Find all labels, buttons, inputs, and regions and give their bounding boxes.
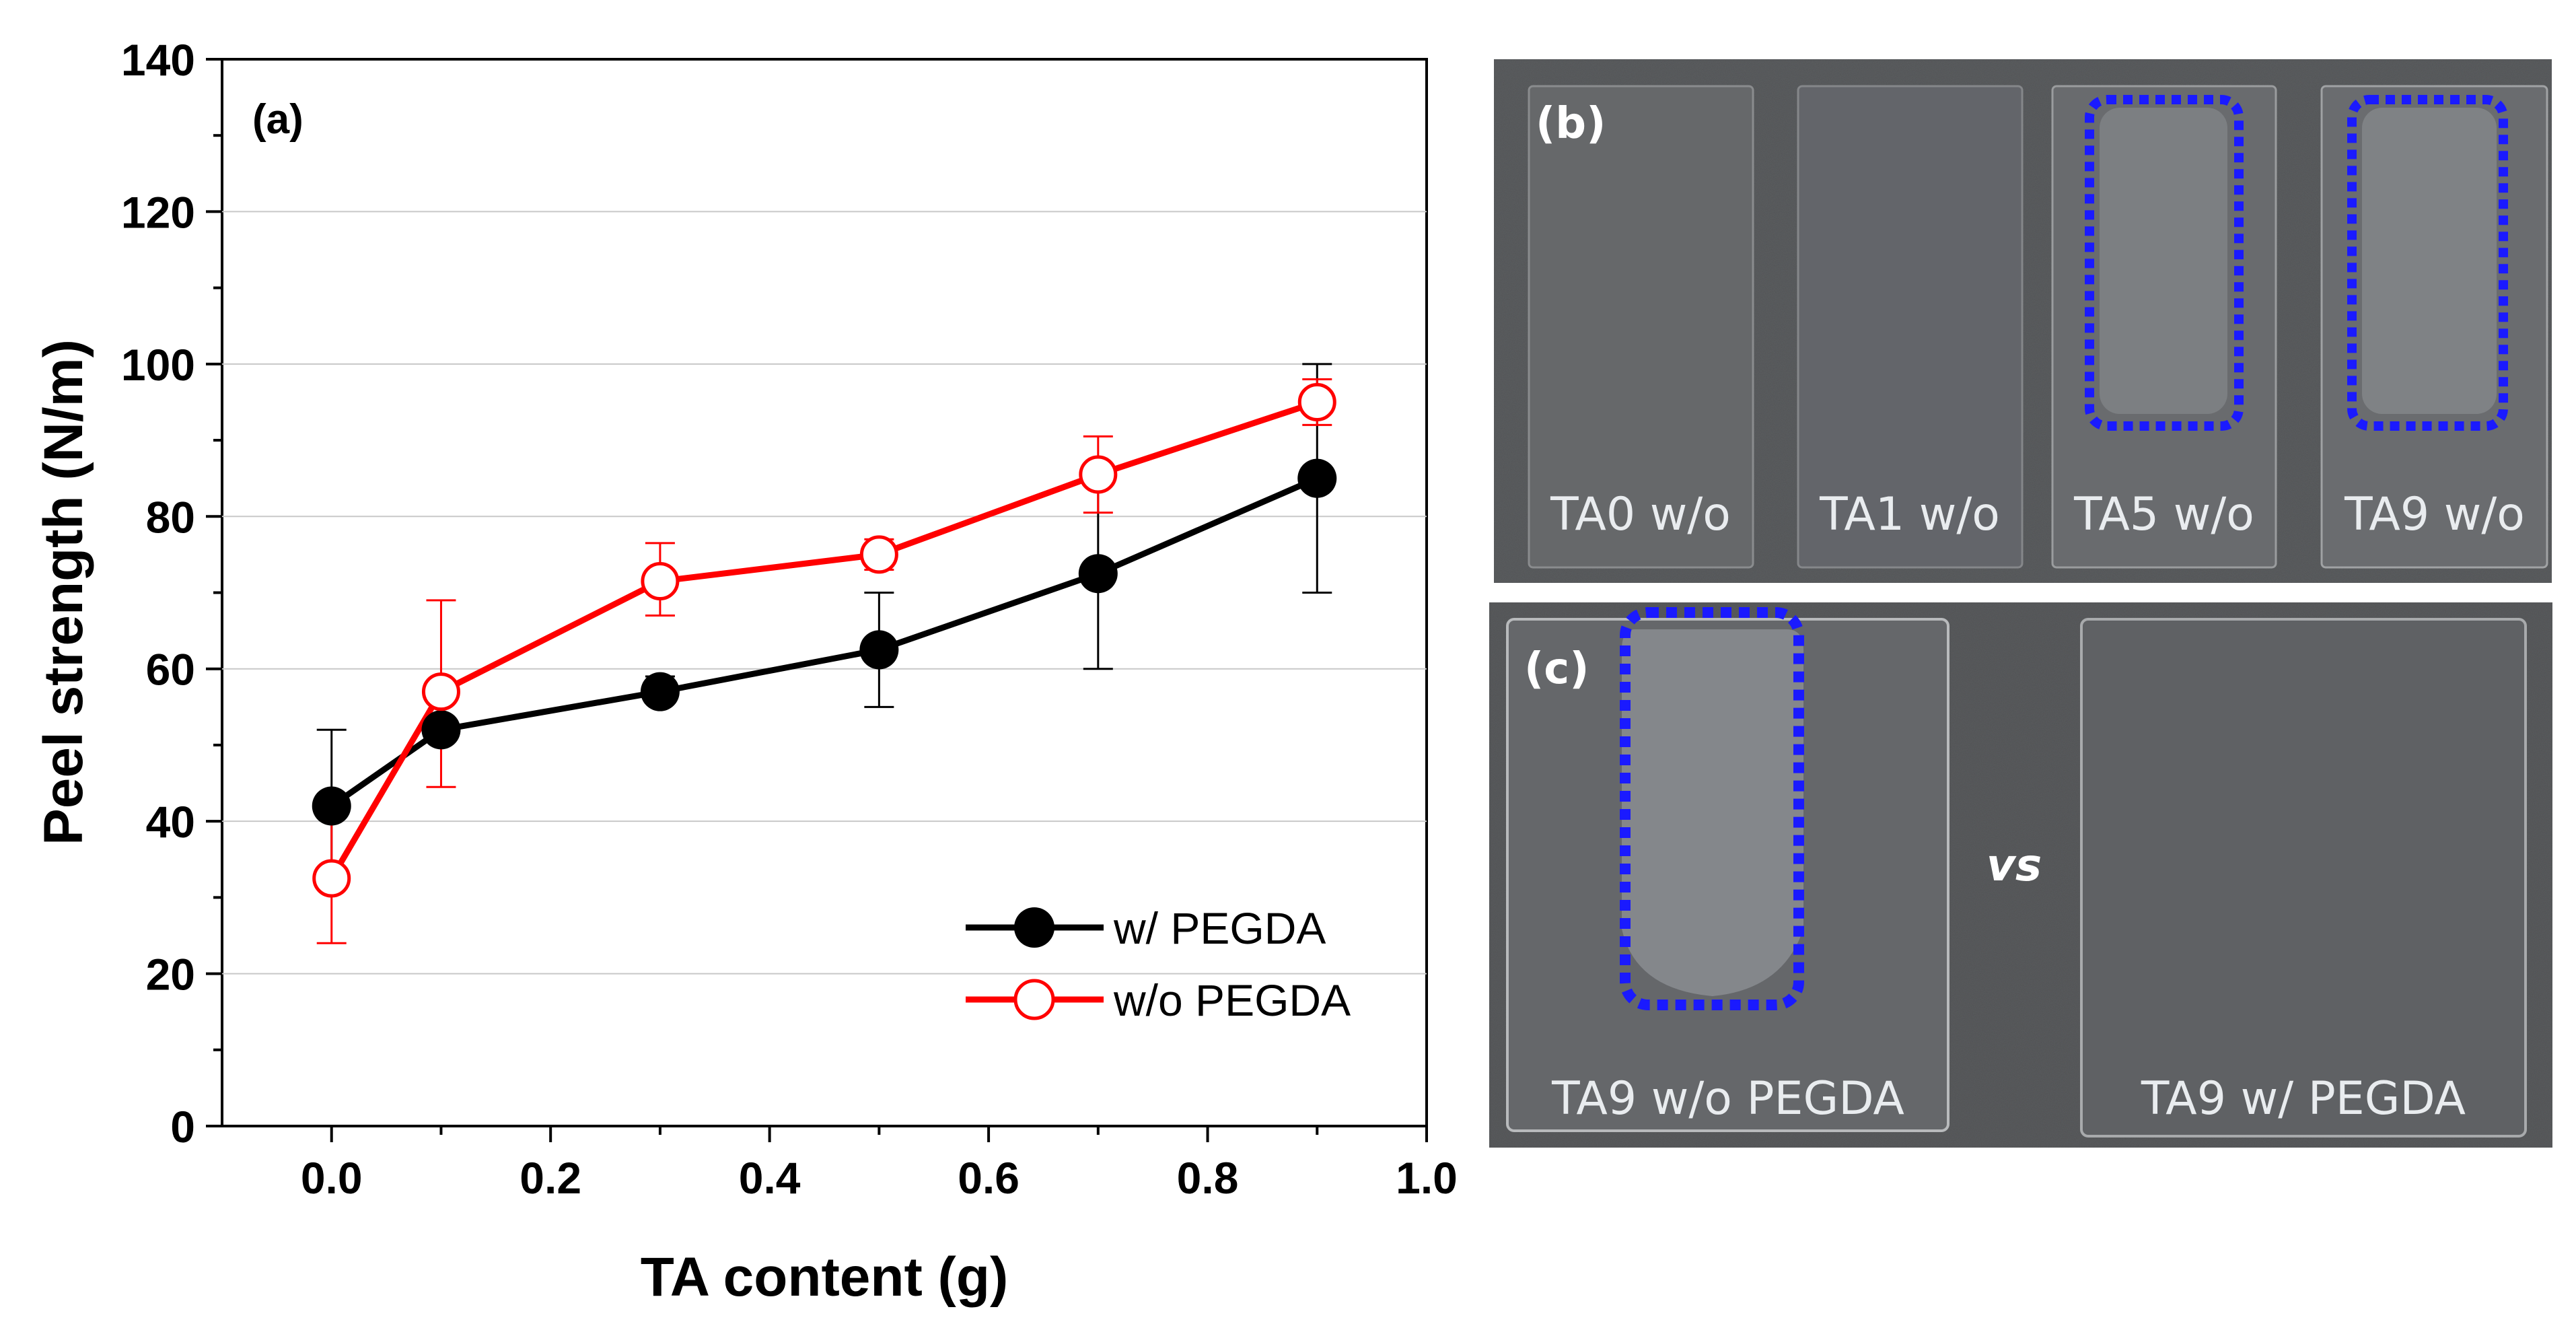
highlight-box-ta5 — [2085, 95, 2244, 431]
slide-label-ta5: TA5 w/o — [2073, 488, 2254, 541]
legend-marker-wo-pegda — [1013, 979, 1055, 1020]
slide-ta9-w-pegda — [2080, 618, 2527, 1138]
slide-label-ta9-w-pegda: TA9 w/ PEGDA — [2141, 1072, 2466, 1125]
y-tick-label-120: 120 — [121, 187, 195, 237]
data-point-w-o-pegda-5 — [1297, 382, 1336, 421]
slide-label-ta1: TA1 w/o — [1819, 488, 2000, 541]
grid-lines — [222, 211, 1427, 975]
data-point-w-o-pegda-3 — [859, 535, 898, 574]
panel-a-label: (a) — [252, 96, 303, 143]
panel-c-label: (c) — [1524, 644, 1589, 694]
plot-area-frame — [221, 58, 1428, 1127]
y-tick-label-80: 80 — [146, 492, 195, 542]
data-point-w-pegda-2 — [640, 672, 680, 711]
y-tick-label-140: 140 — [121, 35, 195, 85]
photo-panel-b: (b) TA0 w/o TA1 w/o TA5 w/o TA9 w/o — [1494, 59, 2552, 583]
y-tick-label-0: 0 — [170, 1102, 195, 1152]
data-point-w-o-pegda-4 — [1079, 455, 1118, 494]
data-point-w-pegda-4 — [1078, 554, 1118, 594]
slide-ta1 — [1797, 85, 2024, 569]
data-point-w-pegda-0 — [312, 786, 351, 826]
slide-label-ta9-wo-pegda: TA9 w/o PEGDA — [1551, 1072, 1904, 1125]
data-point-w-pegda-5 — [1297, 458, 1337, 498]
y-tick-label-40: 40 — [146, 797, 195, 847]
residue-ta9 — [2362, 108, 2497, 414]
photo-panel-c: (c) vs TA9 w/o PEGDA TA9 w/ PEGDA — [1489, 602, 2552, 1148]
data-point-w-pegda-3 — [859, 630, 899, 670]
x-axis: 0.0 0.2 0.4 0.6 0.8 1.0 — [301, 1126, 1458, 1203]
highlight-box-ta9 — [2347, 95, 2508, 431]
slide-label-ta9: TA9 w/o — [2344, 488, 2525, 541]
highlight-box-ta9-wo-pegda — [1620, 607, 1804, 1010]
legend-label-w-pegda: w/ PEGDA — [1113, 903, 1326, 953]
series-line-w-pegda — [330, 475, 1319, 809]
x-tick-label-0.0: 0.0 — [301, 1153, 363, 1203]
panel-b-label: (b) — [1536, 99, 1606, 149]
data-point-w-o-pegda-0 — [312, 859, 351, 898]
series-line-w-o-pegda — [328, 399, 1318, 880]
x-axis-title: TA content (g) — [641, 1247, 1009, 1308]
y-tick-label-20: 20 — [146, 950, 195, 1000]
x-tick-label-0.4: 0.4 — [739, 1153, 801, 1203]
y-axis: 0 20 40 60 80 100 120 140 — [121, 35, 222, 1152]
y-axis-title: Peel strength (N/m) — [33, 339, 94, 845]
x-tick-label-1.0: 1.0 — [1396, 1153, 1458, 1203]
data-point-w-o-pegda-1 — [421, 672, 460, 711]
residue-ta9-wo-pegda — [1622, 629, 1803, 996]
data-point-w-o-pegda-2 — [641, 562, 680, 601]
data-point-w-pegda-1 — [421, 710, 461, 750]
chart-panel: 0 20 40 60 80 100 120 140 0.0 0.2 0.4 0.6 0.8 1.0 (a… — [33, 35, 1458, 1308]
x-tick-label-0.2: 0.2 — [520, 1153, 581, 1203]
residue-ta5 — [2100, 108, 2227, 414]
legend-marker-w-pegda — [1014, 907, 1054, 948]
slide-ta0 — [1528, 85, 1754, 569]
y-tick-label-60: 60 — [146, 645, 195, 695]
y-tick-label-100: 100 — [121, 340, 195, 390]
legend-label-wo-pegda: w/o PEGDA — [1113, 975, 1351, 1025]
series-lines — [328, 399, 1319, 880]
slide-label-ta0: TA0 w/o — [1550, 488, 1731, 541]
series-markers — [312, 382, 1337, 898]
x-tick-label-0.8: 0.8 — [1177, 1153, 1239, 1203]
vs-label: vs — [1987, 839, 2042, 891]
x-tick-label-0.6: 0.6 — [958, 1153, 1019, 1203]
legend: w/ PEGDA w/o PEGDA — [966, 903, 1351, 1025]
